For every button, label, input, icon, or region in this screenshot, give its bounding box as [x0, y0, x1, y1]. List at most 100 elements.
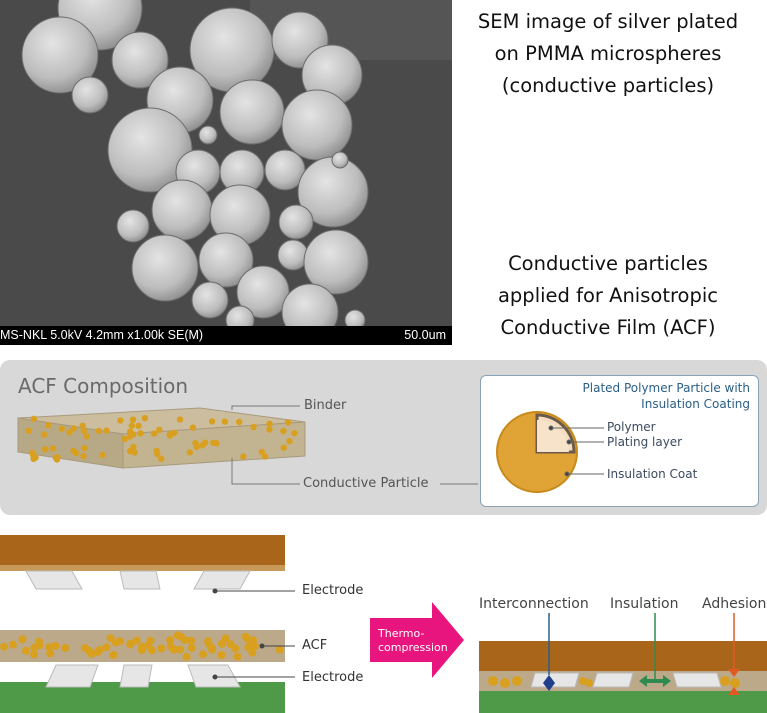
binder-label: Binder — [304, 398, 347, 413]
sem-image: MS-NKL 5.0kV 4.2mm x1.00k SE(M) 50.0um — [0, 0, 452, 345]
conductive-particle-dot — [61, 643, 70, 652]
conductive-particle-dot — [132, 636, 141, 645]
conductive-particle-dot — [87, 649, 96, 658]
acf-label: ACF — [302, 638, 328, 653]
conductive-particle-dot — [187, 643, 196, 652]
conductive-particle-dot — [240, 453, 247, 460]
conductive-particle-dot — [126, 639, 135, 648]
sem-caption-line: (conductive particles) — [501, 74, 715, 97]
sem-scale-label: 50.0um — [404, 328, 446, 342]
conductive-particle-dot — [280, 427, 287, 435]
conductive-particle-dot — [22, 646, 31, 655]
conductive-particle-dot — [83, 433, 91, 440]
acf-caption-line: Conductive Film (ACF) — [500, 316, 716, 339]
conductive-particle-dot — [46, 649, 55, 658]
conductive-particle-dot — [45, 422, 52, 429]
insulation-label: Insulation — [610, 596, 679, 612]
acf-caption-line: applied for Anisotropic — [497, 284, 718, 307]
particle-leaders — [548, 425, 604, 477]
conductive-particle-dot — [30, 643, 39, 652]
conductive-particle-dot — [102, 643, 111, 652]
thermo-compression-line: Thermo- — [378, 627, 425, 640]
conductive-particle-dot — [266, 420, 273, 427]
conductive-particle-dot — [208, 645, 217, 654]
sem-caption-line: on PMMA microspheres — [494, 42, 722, 65]
conductive-particle-dot — [280, 444, 287, 451]
acf-caption: Conductive particles applied for Anisotr… — [453, 248, 763, 344]
conductive-particle-dot — [186, 449, 193, 456]
conductive-particle-dot — [111, 638, 120, 647]
conductive-particle-dot — [258, 448, 265, 456]
conductive-particle-dot — [146, 636, 155, 645]
conductive-particle-dot — [70, 425, 77, 432]
conductive-particle-dot — [109, 651, 118, 659]
conductive-particle-dot — [66, 429, 73, 436]
conductive-particle-dot — [193, 443, 200, 451]
conductive-particle-dot — [29, 449, 36, 457]
conductive-particle-dot — [177, 632, 186, 641]
conductive-particle-dot — [95, 645, 104, 654]
plating-layer-label: Plating layer — [607, 435, 683, 449]
conductive-particle-dot — [80, 427, 88, 435]
conductive-particle-dot — [275, 645, 284, 654]
particle-detail-box: Plated Polymer Particle with Insulation … — [480, 375, 759, 507]
insulation-coat-label: Insulation Coat — [607, 467, 698, 481]
conductive-particle-dot — [70, 447, 77, 454]
conductive-particle-dot — [103, 427, 110, 434]
conductive-particle-dot — [121, 435, 128, 443]
conductive-particle-dot — [187, 636, 196, 645]
conductive-particle-dot — [210, 439, 217, 446]
sem-caption: SEM image of silver plated on PMMA micro… — [453, 6, 763, 102]
conductive-particle-dot — [129, 416, 137, 423]
conductive-particle-dot — [166, 432, 174, 439]
conductive-particle-dot — [30, 650, 39, 659]
conductive-particle-dot — [291, 430, 298, 437]
conductive-particle-dot — [130, 443, 137, 451]
conductive-particle-dot — [0, 642, 8, 651]
sem-microspheres — [0, 0, 452, 345]
conductive-particle-dot — [208, 418, 216, 425]
conductive-particle-dot — [49, 445, 57, 452]
conductive-particle-dot — [135, 422, 142, 429]
particle-cross-section — [496, 411, 578, 493]
particle-box-title: Plated Polymer Particle with Insulation … — [583, 380, 750, 412]
conductive-particle-dot — [51, 641, 60, 650]
conductive-particle-dot — [137, 646, 146, 654]
conductive-particle-dot — [45, 643, 54, 652]
conductive-particle-dot — [30, 415, 38, 422]
thermo-compression-arrow — [370, 602, 464, 678]
conductive-particle-dot — [176, 645, 185, 654]
conductive-particle-dot — [176, 416, 184, 423]
conductive-particle-dot — [18, 635, 27, 644]
conductive-particle-dot — [199, 650, 207, 659]
conductive-particle-dot — [58, 425, 65, 432]
conductive-particle-dot — [236, 418, 243, 426]
acf-film-illustration — [17, 405, 478, 485]
acf-caption-line: Conductive particles — [508, 252, 708, 275]
conductive-particle-dot — [128, 422, 135, 429]
conductive-particle-dot — [131, 449, 138, 456]
conductive-particle-dot — [42, 446, 49, 453]
electrode-top-label: Electrode — [302, 583, 364, 598]
sem-info-bar: MS-NKL 5.0kV 4.2mm x1.00k SE(M) 50.0um — [0, 326, 452, 345]
particle-box-title-line: Insulation Coating — [641, 397, 750, 411]
conductive-particle-dot — [284, 419, 292, 426]
conductive-particle-dot — [148, 646, 156, 655]
conductive-particle-label: Conductive Particle — [303, 476, 429, 491]
conductive-particle-dot — [261, 453, 269, 460]
conductive-particle-dot — [266, 426, 273, 433]
conductive-particle-dot — [201, 439, 209, 446]
conductive-particle-dot — [80, 452, 87, 460]
conductive-particle-dot — [166, 642, 175, 651]
conductive-particle-dot — [150, 430, 158, 437]
conductive-particle-dot — [189, 424, 197, 431]
conductive-particle-dot — [233, 652, 242, 661]
conductive-particle-dot — [117, 417, 124, 424]
conductive-particle-dot — [221, 418, 229, 425]
conductive-particle-dot — [182, 652, 191, 661]
conductive-particle-dot — [127, 428, 134, 435]
conductive-particle-dot — [247, 639, 256, 648]
conductive-particle-dot — [40, 431, 48, 438]
particle-box-title-line: Plated Polymer Particle with — [582, 381, 750, 395]
electrode-bottom-label: Electrode — [302, 670, 364, 685]
